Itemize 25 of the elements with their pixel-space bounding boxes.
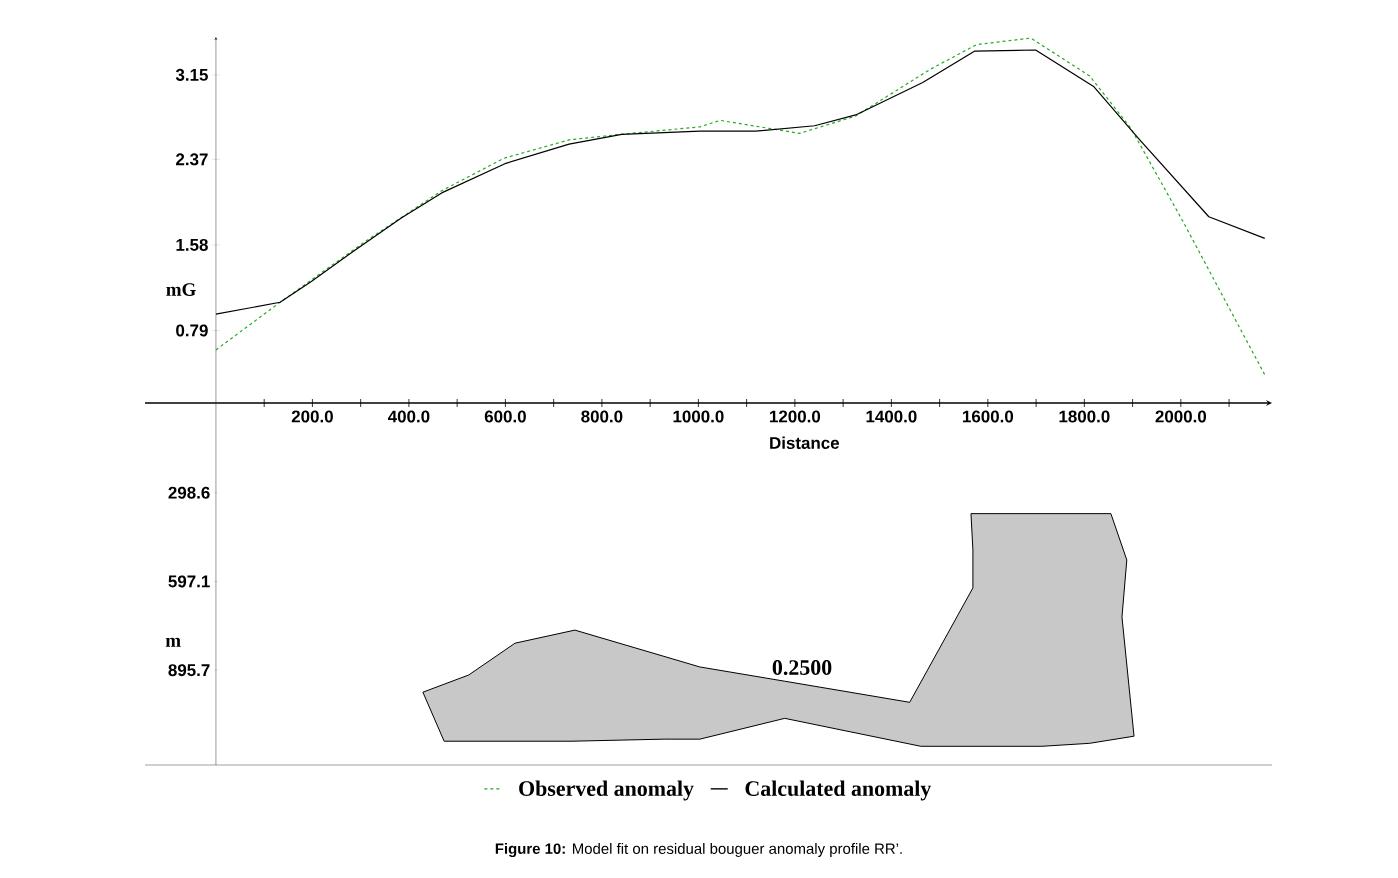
y-axis-title: mG: [166, 283, 196, 296]
x-tick-label: 1400.0: [866, 410, 917, 423]
annotation: 0.2500: [772, 660, 832, 675]
x-axis-title: Distance: [770, 436, 840, 449]
x-tick-label: 1600.0: [963, 410, 1014, 423]
y-axis-title: m: [165, 637, 181, 647]
y-tick-label: 298.6: [168, 486, 210, 499]
x-tick-label: 1800.0: [1059, 410, 1110, 423]
x-tick-label: 600.0: [484, 410, 526, 423]
legend-label: Observed anomaly: [519, 780, 694, 801]
y-tick-label: 0.79: [176, 324, 208, 337]
y-tick-label: 2.37: [176, 153, 208, 166]
y-tick-label: 3.15: [175, 68, 208, 81]
y-tick-label: 1.58: [176, 238, 208, 251]
text: Figure 10: Model fit on residual bouguer anomaly profile RR’.: [495, 843, 902, 857]
x-tick-label: 400.0: [387, 410, 430, 423]
x-tick-label: 1000.0: [673, 410, 724, 423]
y-tick-label: 597.1: [168, 575, 210, 588]
line-series: [215, 37, 1266, 376]
x-tick-label: 800.0: [581, 410, 623, 423]
x-tick-label: 200.0: [291, 410, 333, 423]
x-tick-label: 2000.0: [1155, 410, 1207, 423]
legend-label: Calculated anomaly: [745, 780, 932, 801]
x-tick-label: 1200.0: [770, 410, 821, 423]
y-tick-label: 895.7: [168, 664, 210, 677]
